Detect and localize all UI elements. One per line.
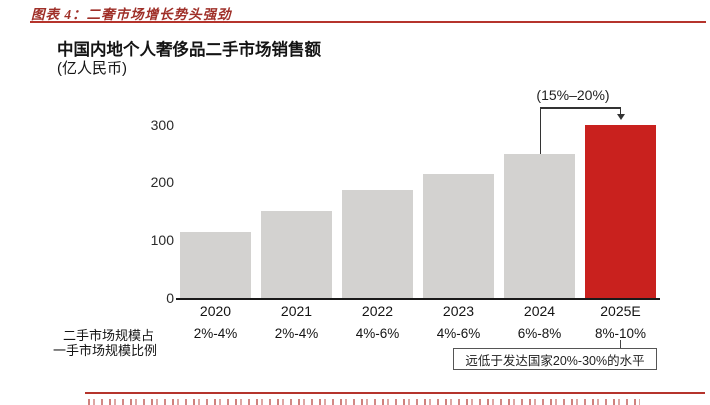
chart-unit-label: (亿人民币) — [57, 60, 127, 77]
x-tick-label-2023: 2023 — [442, 303, 475, 319]
note-box: 远低于发达国家20%-30%的水平 — [453, 348, 657, 370]
ratio-value-2024: 6%-8% — [517, 326, 562, 341]
bar-2021 — [261, 211, 332, 298]
bracket-left-segment — [539, 107, 541, 154]
y-tick-label: 200 — [150, 174, 174, 191]
x-tick-label-2020: 2020 — [199, 303, 232, 319]
x-tick-label-2022: 2022 — [361, 303, 394, 319]
figure-caption: 图表 4：二奢市场增长势头强劲 — [31, 7, 232, 22]
ratio-value-2023: 4%-6% — [436, 326, 481, 341]
footer-divider-rule — [85, 392, 705, 394]
x-tick-label-2024: 2024 — [523, 303, 556, 319]
down-arrow-icon — [616, 114, 625, 120]
y-tick-label: 100 — [150, 232, 174, 249]
x-tick-label-2025E: 2025E — [600, 303, 641, 319]
ratio-value-2021: 2%-4% — [274, 326, 319, 341]
ratio-value-2020: 2%-4% — [193, 326, 238, 341]
bar-2020 — [180, 231, 251, 298]
x-axis-line — [176, 298, 660, 300]
bracket-arrow-shaft — [619, 107, 622, 115]
clipped-source-text — [88, 399, 640, 405]
note-connector-tick — [620, 340, 622, 348]
bar-2023 — [423, 173, 494, 298]
y-tick-label: 300 — [150, 116, 174, 133]
bar-2025E — [585, 124, 656, 298]
growth-annotation-label: (15%–20%) — [536, 87, 610, 103]
y-tick-label: 0 — [166, 290, 174, 306]
bracket-top-segment — [539, 107, 621, 109]
ratio-value-2025E: 8%-10% — [594, 326, 647, 341]
caption-divider-rule — [30, 21, 706, 23]
ratio-value-2022: 4%-6% — [355, 326, 400, 341]
ratio-row-label-line1: 二手市场规模占 — [63, 328, 155, 343]
x-tick-label-2021: 2021 — [280, 303, 313, 319]
bar-2022 — [342, 189, 413, 298]
ratio-row-label-line2: 一手市场规模比例 — [53, 343, 158, 358]
bar-2024 — [504, 153, 575, 298]
chart-title: 中国内地个人奢侈品二手市场销售额 — [57, 41, 321, 59]
